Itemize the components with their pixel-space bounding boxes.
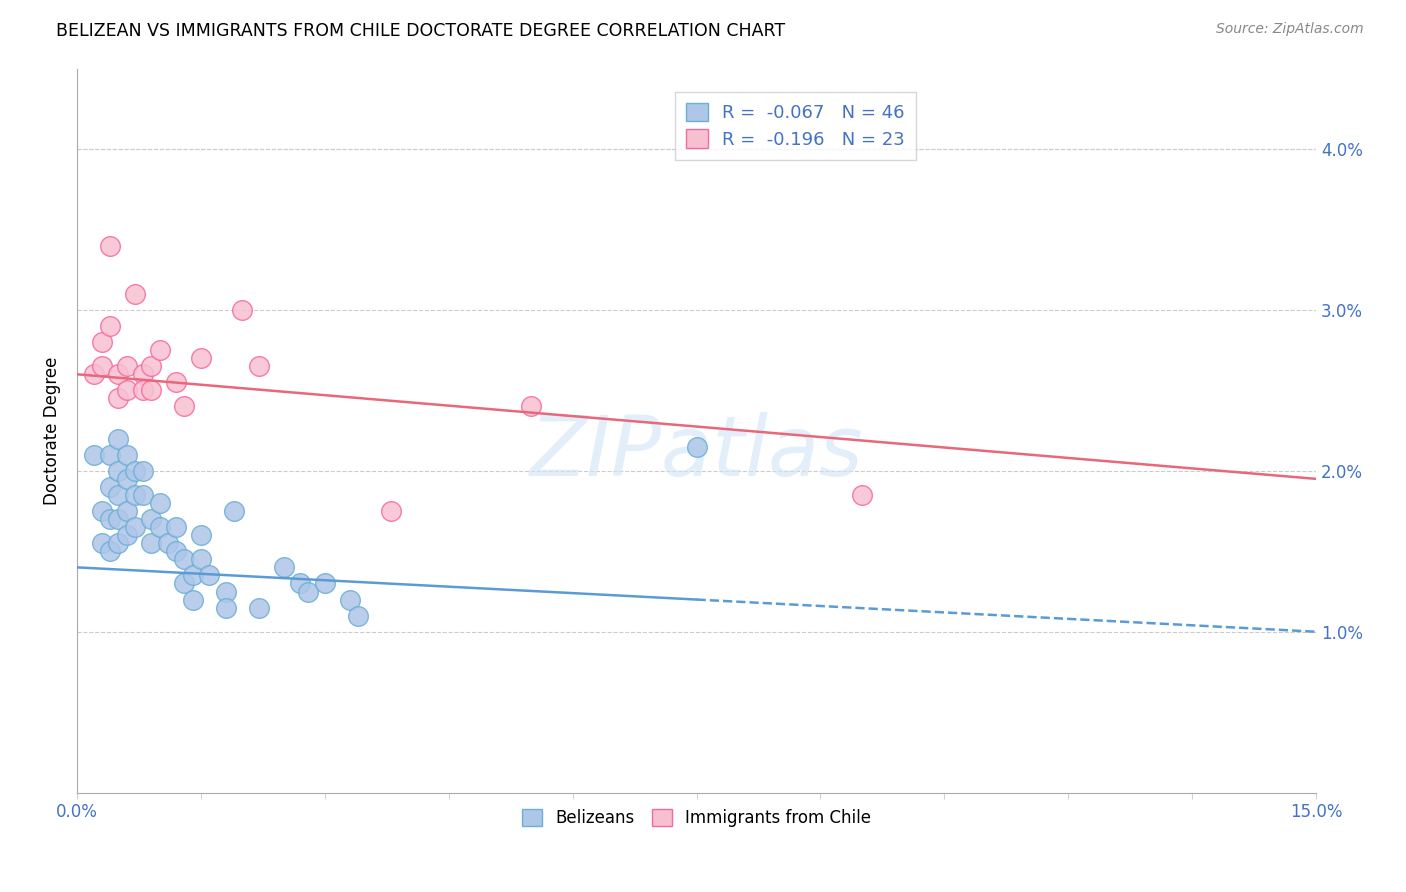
Point <box>107 464 129 478</box>
Point <box>90 359 112 374</box>
Point <box>98 238 121 252</box>
Legend: Belizeans, Immigrants from Chile: Belizeans, Immigrants from Chile <box>515 800 879 835</box>
Point <box>165 376 187 390</box>
Text: Source: ZipAtlas.com: Source: ZipAtlas.com <box>1216 22 1364 37</box>
Point <box>247 600 270 615</box>
Point <box>173 400 195 414</box>
Point <box>107 392 129 406</box>
Point <box>98 480 121 494</box>
Point <box>98 318 121 333</box>
Point <box>190 552 212 566</box>
Point <box>124 286 146 301</box>
Point <box>149 343 172 358</box>
Point <box>90 504 112 518</box>
Point <box>124 520 146 534</box>
Point <box>115 472 138 486</box>
Text: ZIPatlas: ZIPatlas <box>530 412 863 492</box>
Point <box>115 359 138 374</box>
Point <box>165 520 187 534</box>
Point <box>149 520 172 534</box>
Point <box>132 488 155 502</box>
Point <box>851 488 873 502</box>
Point <box>83 448 105 462</box>
Point <box>198 568 221 582</box>
Point <box>115 448 138 462</box>
Point <box>124 464 146 478</box>
Point <box>173 576 195 591</box>
Point <box>115 504 138 518</box>
Point <box>107 368 129 382</box>
Point <box>165 544 187 558</box>
Point <box>347 608 370 623</box>
Point <box>190 528 212 542</box>
Point <box>141 359 163 374</box>
Point <box>156 536 179 550</box>
Point <box>90 536 112 550</box>
Point <box>215 584 238 599</box>
Point <box>132 464 155 478</box>
Point <box>149 496 172 510</box>
Point <box>247 359 270 374</box>
Point <box>115 384 138 398</box>
Point <box>181 568 204 582</box>
Point <box>288 576 311 591</box>
Point <box>124 488 146 502</box>
Point <box>98 512 121 526</box>
Point <box>90 334 112 349</box>
Point <box>297 584 319 599</box>
Point <box>107 488 129 502</box>
Point <box>685 440 707 454</box>
Text: BELIZEAN VS IMMIGRANTS FROM CHILE DOCTORATE DEGREE CORRELATION CHART: BELIZEAN VS IMMIGRANTS FROM CHILE DOCTOR… <box>56 22 786 40</box>
Point <box>141 384 163 398</box>
Point <box>380 504 402 518</box>
Point <box>83 368 105 382</box>
Y-axis label: Doctorate Degree: Doctorate Degree <box>44 357 60 505</box>
Point <box>107 536 129 550</box>
Point <box>141 536 163 550</box>
Point <box>107 512 129 526</box>
Point <box>98 448 121 462</box>
Point <box>173 552 195 566</box>
Point <box>520 400 543 414</box>
Point <box>98 544 121 558</box>
Point <box>141 512 163 526</box>
Point <box>190 351 212 366</box>
Point <box>314 576 336 591</box>
Point <box>107 432 129 446</box>
Point <box>132 368 155 382</box>
Point <box>132 384 155 398</box>
Point <box>181 592 204 607</box>
Point <box>273 560 295 574</box>
Point <box>115 528 138 542</box>
Point <box>215 600 238 615</box>
Point <box>231 302 253 317</box>
Point <box>222 504 245 518</box>
Point <box>339 592 361 607</box>
